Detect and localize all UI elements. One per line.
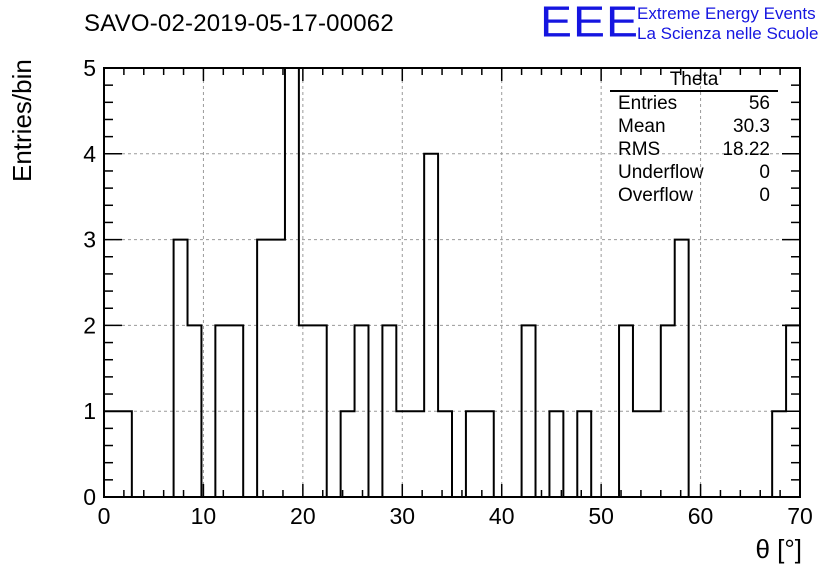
x-tick-label: 60 xyxy=(688,503,714,529)
stats-row: Overflow 0 xyxy=(610,184,778,207)
stats-value: 56 xyxy=(748,93,770,114)
histogram-bin xyxy=(633,411,647,497)
x-tick-label: 40 xyxy=(489,503,515,529)
histogram-bin xyxy=(285,68,299,497)
stats-row: RMS 18.22 xyxy=(610,138,778,161)
y-tick-label: 5 xyxy=(83,55,96,81)
histogram-bin xyxy=(355,325,369,497)
stats-label: RMS xyxy=(618,139,661,160)
x-tick-label: 20 xyxy=(290,503,316,529)
stats-row: Mean 30.3 xyxy=(610,115,778,138)
stats-row: Underflow 0 xyxy=(610,161,778,184)
histogram-bin xyxy=(382,325,396,497)
histogram-bin xyxy=(188,325,202,497)
histogram-bin xyxy=(410,411,424,497)
stats-label: Overflow xyxy=(618,185,693,206)
histogram-bin xyxy=(466,411,480,497)
histogram-bin xyxy=(271,240,285,497)
stats-value: 0 xyxy=(759,185,770,206)
stats-box: Theta Entries 56 Mean 30.3 RMS 18.22 Und… xyxy=(610,70,778,207)
stats-label: Mean xyxy=(618,116,666,137)
stats-label: Underflow xyxy=(618,162,704,183)
histogram-bin xyxy=(480,411,494,497)
y-tick-label: 1 xyxy=(83,398,96,424)
plot-frame xyxy=(103,67,801,498)
y-tick-label: 0 xyxy=(83,484,96,510)
stats-value: 18.22 xyxy=(722,139,770,160)
stats-value: 30.3 xyxy=(733,116,770,137)
histogram-bin xyxy=(104,411,118,497)
stats-label: Entries xyxy=(618,93,678,114)
histogram-bin xyxy=(341,411,355,497)
histogram-bin xyxy=(647,411,661,497)
eee-logo: EEE xyxy=(540,0,640,47)
x-tick-label: 0 xyxy=(98,503,111,529)
histogram-bin xyxy=(549,411,563,497)
histogram-outline xyxy=(103,67,801,498)
histogram-bin xyxy=(661,325,675,497)
stats-box-header: Theta xyxy=(610,70,778,92)
histogram-bin xyxy=(313,325,327,497)
histogram-bin xyxy=(118,411,132,497)
histogram-bin xyxy=(215,325,229,497)
x-tick-label: 50 xyxy=(588,503,614,529)
histogram-bin xyxy=(299,325,313,497)
histogram-bin xyxy=(396,411,410,497)
histogram-bin xyxy=(424,154,438,497)
histogram-bin xyxy=(577,411,591,497)
histogram-bin xyxy=(438,411,452,497)
eee-logo-line2: La Scienza nelle Scuole xyxy=(637,24,819,43)
histogram-bin xyxy=(619,325,633,497)
y-axis-label: Entries/bin xyxy=(7,59,37,182)
histogram-bin xyxy=(675,240,689,497)
stats-row: Entries 56 xyxy=(610,92,778,115)
y-tick-label: 4 xyxy=(83,141,96,167)
histogram-bin xyxy=(257,240,271,497)
histogram-bin xyxy=(772,411,786,497)
chart-title: SAVO-02-2019-05-17-00062 xyxy=(84,10,394,37)
x-axis-label: θ [°] xyxy=(755,534,802,564)
eee-logo-line1: Extreme Energy Events xyxy=(637,4,816,23)
histogram-bin xyxy=(229,325,243,497)
y-tick-label: 3 xyxy=(83,227,96,253)
histogram-bin xyxy=(174,240,188,497)
x-tick-label: 30 xyxy=(389,503,415,529)
x-tick-label: 10 xyxy=(191,503,217,529)
y-tick-label: 2 xyxy=(83,312,96,338)
x-tick-label: 70 xyxy=(787,503,813,529)
histogram-bin xyxy=(522,325,536,497)
stats-value: 0 xyxy=(759,162,770,183)
